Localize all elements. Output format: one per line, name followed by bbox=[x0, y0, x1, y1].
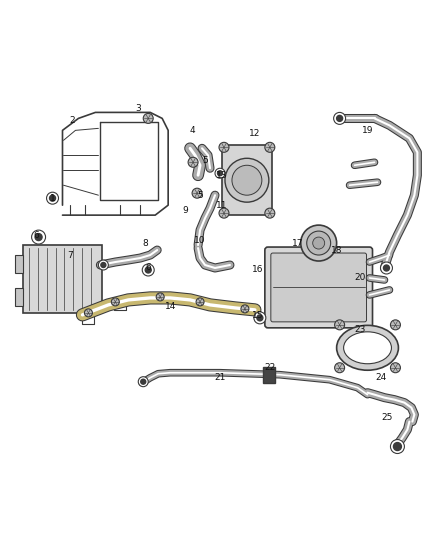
Circle shape bbox=[390, 320, 400, 330]
Text: 2: 2 bbox=[70, 116, 75, 125]
Circle shape bbox=[384, 265, 389, 271]
Circle shape bbox=[85, 309, 92, 317]
Circle shape bbox=[241, 305, 249, 313]
Text: 17: 17 bbox=[292, 239, 304, 247]
Circle shape bbox=[142, 264, 154, 276]
Circle shape bbox=[334, 112, 346, 124]
FancyBboxPatch shape bbox=[14, 288, 23, 306]
Circle shape bbox=[138, 377, 148, 386]
FancyBboxPatch shape bbox=[265, 247, 372, 328]
Circle shape bbox=[49, 195, 56, 201]
Text: 15: 15 bbox=[252, 311, 264, 320]
Circle shape bbox=[232, 165, 262, 195]
Text: 6: 6 bbox=[34, 231, 39, 239]
Circle shape bbox=[337, 116, 343, 122]
Circle shape bbox=[225, 158, 269, 202]
Circle shape bbox=[301, 225, 337, 261]
Text: 11: 11 bbox=[216, 200, 228, 209]
Text: 25: 25 bbox=[382, 413, 393, 422]
Text: 1: 1 bbox=[49, 193, 55, 203]
Text: 24: 24 bbox=[376, 373, 387, 382]
Circle shape bbox=[390, 440, 404, 454]
Circle shape bbox=[215, 168, 225, 178]
FancyBboxPatch shape bbox=[263, 367, 275, 383]
Circle shape bbox=[156, 293, 164, 301]
Circle shape bbox=[188, 157, 198, 167]
Ellipse shape bbox=[337, 325, 399, 370]
Text: 4: 4 bbox=[189, 126, 195, 135]
Circle shape bbox=[99, 260, 108, 270]
Circle shape bbox=[101, 263, 106, 268]
Text: 8: 8 bbox=[142, 239, 148, 247]
Text: 9: 9 bbox=[182, 206, 188, 215]
FancyBboxPatch shape bbox=[14, 255, 23, 273]
Circle shape bbox=[254, 312, 266, 324]
Circle shape bbox=[145, 267, 151, 273]
Circle shape bbox=[307, 231, 331, 255]
Circle shape bbox=[111, 298, 119, 306]
Text: 10: 10 bbox=[194, 236, 206, 245]
Text: 14: 14 bbox=[164, 302, 176, 311]
Text: 12: 12 bbox=[249, 129, 261, 138]
Text: 16: 16 bbox=[252, 265, 264, 274]
Text: 5: 5 bbox=[197, 191, 203, 200]
Text: 21: 21 bbox=[214, 373, 226, 382]
Text: 6: 6 bbox=[145, 263, 151, 272]
Circle shape bbox=[381, 262, 392, 274]
Circle shape bbox=[335, 363, 345, 373]
Text: 3: 3 bbox=[135, 104, 141, 113]
Text: 23: 23 bbox=[354, 325, 365, 334]
FancyBboxPatch shape bbox=[23, 245, 102, 313]
Ellipse shape bbox=[343, 332, 392, 364]
Circle shape bbox=[265, 142, 275, 152]
FancyBboxPatch shape bbox=[222, 146, 272, 215]
Circle shape bbox=[32, 230, 46, 244]
Circle shape bbox=[219, 142, 229, 152]
Text: 18: 18 bbox=[331, 246, 343, 255]
Text: 5: 5 bbox=[202, 156, 208, 165]
Circle shape bbox=[46, 192, 59, 204]
Text: 22: 22 bbox=[264, 363, 276, 372]
Circle shape bbox=[313, 237, 325, 249]
Circle shape bbox=[143, 114, 153, 123]
Circle shape bbox=[35, 233, 42, 240]
Circle shape bbox=[393, 442, 401, 450]
FancyBboxPatch shape bbox=[271, 253, 367, 322]
Circle shape bbox=[141, 379, 146, 384]
Circle shape bbox=[257, 315, 263, 321]
Circle shape bbox=[390, 363, 400, 373]
Text: 13: 13 bbox=[216, 171, 228, 180]
Circle shape bbox=[219, 208, 229, 218]
Text: 19: 19 bbox=[362, 126, 373, 135]
Circle shape bbox=[335, 320, 345, 330]
Circle shape bbox=[265, 208, 275, 218]
Circle shape bbox=[192, 188, 202, 198]
Circle shape bbox=[218, 171, 223, 176]
Text: 7: 7 bbox=[67, 251, 73, 260]
Text: 20: 20 bbox=[354, 273, 365, 282]
Circle shape bbox=[196, 298, 204, 306]
